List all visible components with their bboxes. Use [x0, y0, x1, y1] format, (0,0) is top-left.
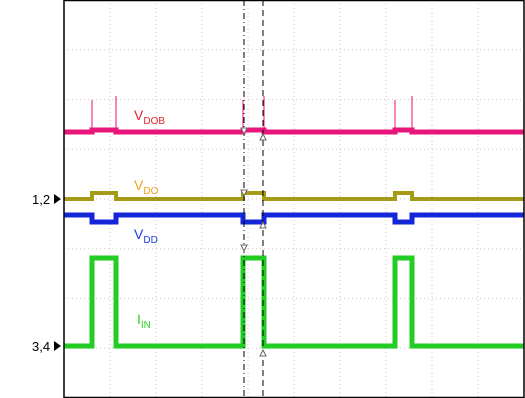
cursor-arrow-icon — [240, 189, 248, 198]
cursor-arrow-icon — [259, 348, 267, 357]
traces — [64, 96, 524, 349]
series-label-vdob: VDOB — [134, 107, 166, 127]
cursor-arrow-icon — [240, 244, 248, 253]
series-label-vdo: VDO — [134, 177, 159, 197]
channel-marker-arrow-1-2 — [54, 194, 61, 204]
channel-marker-label-3-4: 3,4 — [32, 339, 51, 354]
cursor-arrow-icon — [240, 127, 248, 136]
trace-vdo — [64, 191, 524, 201]
series-label-vdd: VDD — [134, 226, 158, 246]
cursor-arrow-icon — [259, 220, 267, 229]
trace-vdd — [64, 212, 524, 225]
cursor-arrow-icon — [259, 132, 267, 141]
trace-iin — [64, 255, 524, 349]
trace-vdob — [64, 127, 524, 135]
series-label-iin: IIN — [137, 311, 151, 331]
channel-marker-arrow-3-4 — [54, 341, 61, 351]
cursors — [240, 0, 267, 398]
channel-marker-label-1-2: 1,2 — [32, 192, 51, 207]
